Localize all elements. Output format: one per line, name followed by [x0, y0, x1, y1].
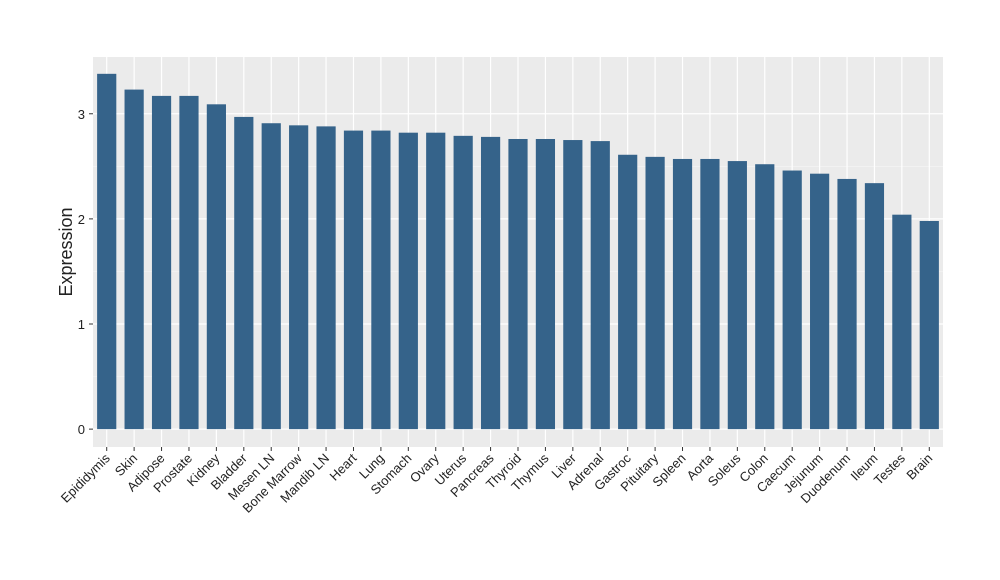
bar — [590, 141, 610, 430]
x-tick-label: Testes — [871, 450, 909, 488]
bar — [672, 158, 693, 430]
bar — [782, 170, 802, 430]
bar — [261, 123, 281, 430]
bar — [700, 158, 720, 430]
bar — [206, 104, 226, 430]
bar — [810, 173, 830, 430]
bar — [343, 130, 364, 430]
x-tick-label: Brain — [903, 451, 935, 483]
bar — [618, 154, 638, 430]
x-tick-label: Heart — [327, 450, 360, 483]
bar — [289, 125, 309, 430]
bar — [316, 126, 336, 430]
bar — [645, 156, 665, 430]
bar — [755, 164, 775, 430]
bar — [535, 138, 556, 430]
bar — [234, 116, 254, 430]
bar — [864, 183, 885, 430]
bar — [398, 132, 418, 430]
y-axis-label: Expression — [56, 207, 76, 296]
bar — [426, 132, 446, 430]
y-tick-label: 0 — [78, 422, 85, 437]
bar — [727, 161, 747, 430]
bar — [371, 130, 391, 430]
bar — [892, 214, 912, 430]
bar — [97, 73, 117, 430]
y-tick-label: 3 — [78, 107, 85, 122]
bar — [563, 140, 583, 430]
bar — [124, 89, 144, 430]
bar — [919, 220, 939, 430]
bar — [179, 95, 199, 430]
bar — [837, 178, 857, 430]
y-tick-label: 1 — [78, 317, 85, 332]
bar — [508, 138, 528, 430]
bar — [151, 95, 172, 430]
y-tick-label: 2 — [78, 212, 85, 227]
bar — [453, 135, 473, 430]
bar — [480, 136, 501, 430]
x-tick-label: Epididymis — [58, 450, 113, 505]
